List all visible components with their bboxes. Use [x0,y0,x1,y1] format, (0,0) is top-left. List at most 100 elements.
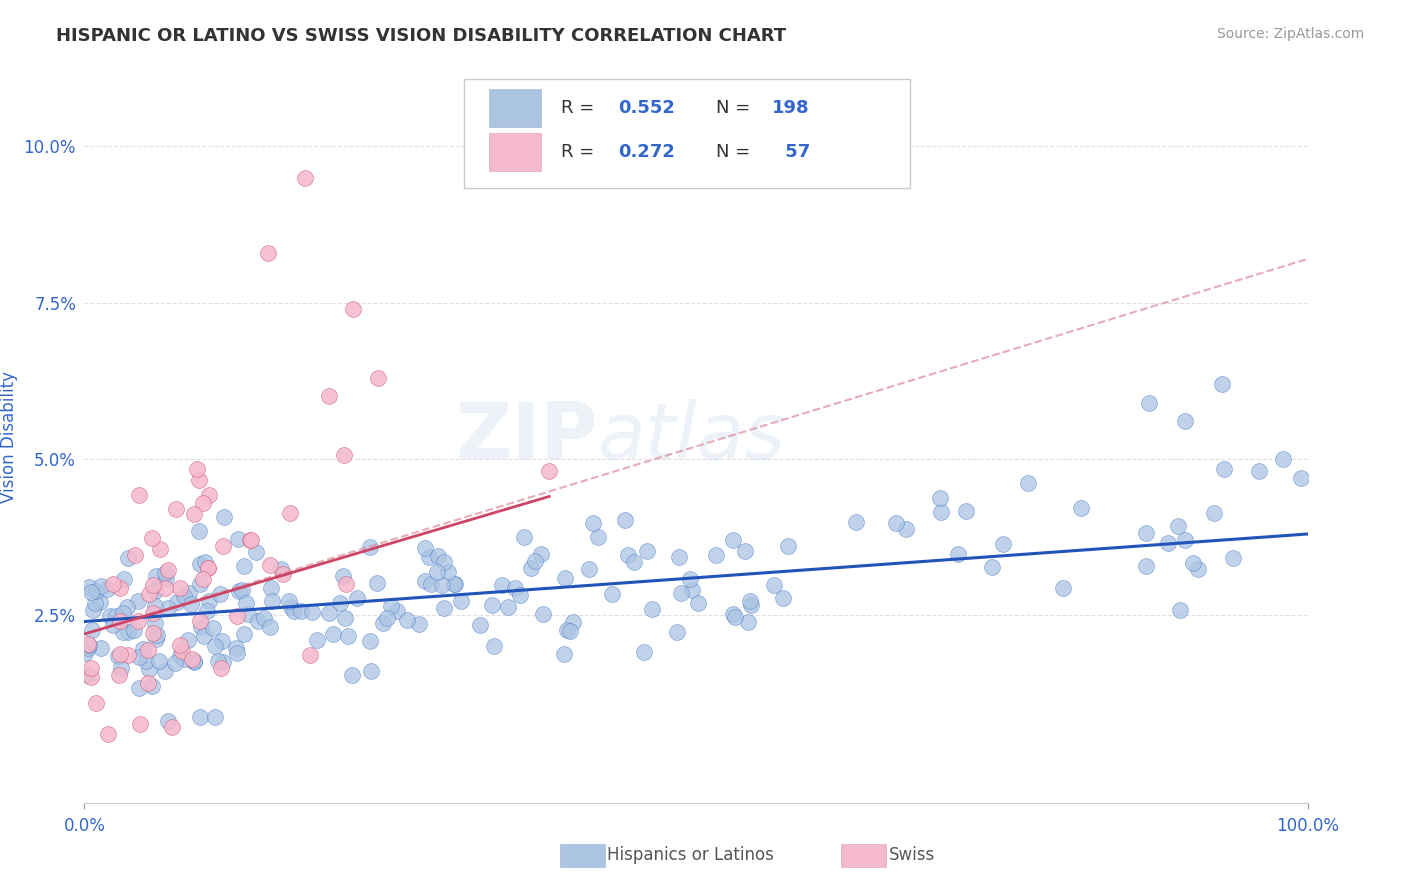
Point [981,560,1004,574]
Point [89,595,111,609]
Point [1174,414,1197,428]
Point [298,648,321,662]
Point [413,541,436,555]
Point [112,572,135,586]
Point [437,566,460,580]
Point [188,576,211,591]
Point [342,301,364,316]
Point [530,547,553,561]
Point [426,565,449,579]
Point [245,545,267,559]
Point [101,617,124,632]
Point [413,574,436,589]
Point [734,544,756,558]
Point [1272,452,1295,467]
Point [172,644,194,658]
Point [1156,536,1178,550]
Point [155,566,177,580]
Point [127,614,149,628]
Point [669,586,692,600]
Point [180,652,202,666]
Text: 0.552: 0.552 [617,99,675,117]
Point [108,614,131,628]
FancyBboxPatch shape [489,133,541,171]
Point [77,637,100,651]
Point [318,389,340,403]
Point [204,710,226,724]
Point [143,583,166,598]
Point [156,564,179,578]
Point [513,530,536,544]
Point [259,558,281,572]
Point [1204,506,1226,520]
Point [138,662,160,676]
Point [180,597,202,611]
Point [146,628,169,642]
Point [336,628,359,642]
Point [122,623,145,637]
Point [194,555,217,569]
Point [367,370,389,384]
Point [531,607,554,621]
Point [359,634,381,648]
Point [143,599,166,614]
Point [190,620,212,634]
Point [896,522,918,536]
Text: atlas: atlas [598,399,786,475]
Point [191,572,214,586]
Point [371,616,394,631]
Point [124,548,146,562]
Point [156,601,179,615]
Point [763,578,786,592]
Point [96,582,118,596]
Point [193,496,215,510]
Point [82,603,104,617]
Point [193,628,215,642]
Point [131,641,153,656]
Point [1052,581,1074,595]
Point [84,696,107,710]
Point [257,245,280,260]
Point [679,572,702,586]
Point [179,585,201,599]
Point [561,615,583,629]
Point [271,567,294,582]
Point [375,611,398,625]
Point [226,608,249,623]
Point [212,540,235,554]
Point [117,624,139,639]
Point [110,660,132,674]
Point [738,593,761,607]
Point [335,577,357,591]
Point [112,625,135,640]
Point [468,618,491,632]
Point [270,562,292,576]
Point [76,668,98,682]
Point [90,579,112,593]
Point [142,578,165,592]
Point [737,615,759,629]
Point [277,594,299,608]
Point [173,651,195,665]
Point [665,625,688,640]
Point [280,600,302,615]
Point [509,588,531,602]
Point [582,516,605,530]
Point [329,596,352,610]
Point [157,714,180,729]
Point [107,667,129,681]
Point [1291,471,1313,485]
Text: R =: R = [561,99,600,117]
Point [235,596,257,610]
Point [239,533,262,548]
Point [128,649,150,664]
Point [408,617,430,632]
Point [366,575,388,590]
Point [482,640,505,654]
Point [318,606,340,620]
Point [1222,551,1244,566]
Point [117,648,139,662]
Point [931,504,953,518]
FancyBboxPatch shape [489,89,541,127]
Text: 0.272: 0.272 [617,143,675,161]
